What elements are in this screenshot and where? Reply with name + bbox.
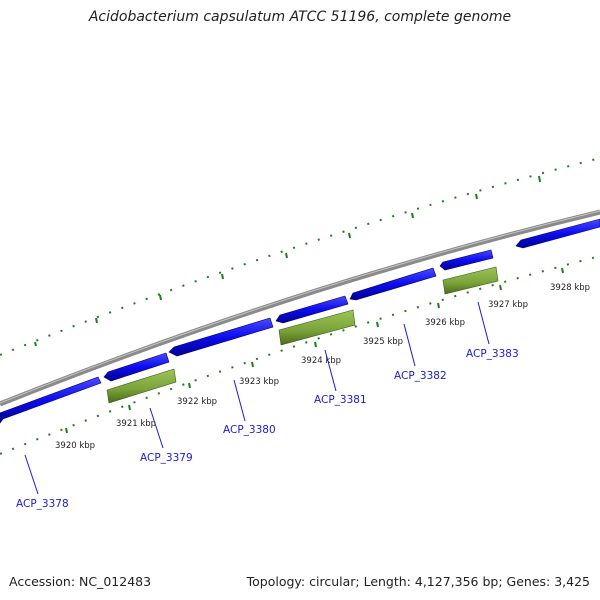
- genome-title: Acidobacterium capsulatum ATCC 51196, co…: [88, 9, 512, 25]
- gene-arrow[interactable]: [349, 267, 437, 301]
- tick-label: 3920 kbp: [55, 441, 95, 451]
- tick-label: 3921 kbp: [116, 419, 156, 429]
- gene-label-acp-3383[interactable]: ACP_3383: [466, 348, 519, 360]
- genome-backbone-highlight: [0, 210, 600, 404]
- topology-label: Topology: circular; Length: 4,127,356 bp…: [246, 574, 590, 589]
- inner-scale-major-ticks: [65, 267, 564, 434]
- gene-label-acp-3378[interactable]: ACP_3378: [16, 498, 69, 510]
- accession-label: Accession: NC_012483: [9, 574, 152, 589]
- gene-arrow[interactable]: [515, 218, 600, 249]
- feature-bar[interactable]: [278, 309, 356, 346]
- gene-arrow[interactable]: [0, 376, 102, 424]
- gene-label-acp-3380[interactable]: ACP_3380: [223, 424, 276, 436]
- feature-bar[interactable]: [442, 266, 499, 295]
- gene-label-acp-3379[interactable]: ACP_3379: [140, 452, 193, 464]
- gene-label-acp-3381[interactable]: ACP_3381: [314, 394, 367, 406]
- forward-genes: [0, 218, 600, 424]
- genome-backbone: [0, 209, 600, 407]
- tick-label: 3928 kbp: [550, 283, 590, 293]
- tick-labels: 3920 kbp 3921 kbp 3922 kbp 3923 kbp 3924…: [55, 283, 590, 451]
- gene-arrow[interactable]: [168, 317, 274, 357]
- tick-label: 3924 kbp: [301, 356, 341, 366]
- tick-label: 3923 kbp: [239, 377, 279, 387]
- tick-label: 3922 kbp: [177, 397, 217, 407]
- tick-label: 3925 kbp: [363, 337, 403, 347]
- tick-label: 3926 kbp: [425, 318, 465, 328]
- feature-bar[interactable]: [106, 368, 177, 404]
- tick-label: 3927 kbp: [488, 300, 528, 310]
- gene-arrow[interactable]: [439, 249, 494, 271]
- gene-arrow[interactable]: [275, 295, 349, 324]
- gene-arrow[interactable]: [103, 352, 170, 382]
- gene-label-acp-3382[interactable]: ACP_3382: [394, 370, 447, 382]
- gene-leaders: [24, 301, 490, 495]
- green-features: [106, 266, 499, 404]
- outer-scale-major-ticks: [34, 175, 541, 347]
- gene-labels: ACP_3378 ACP_3379 ACP_3380 ACP_3381 ACP_…: [16, 348, 519, 510]
